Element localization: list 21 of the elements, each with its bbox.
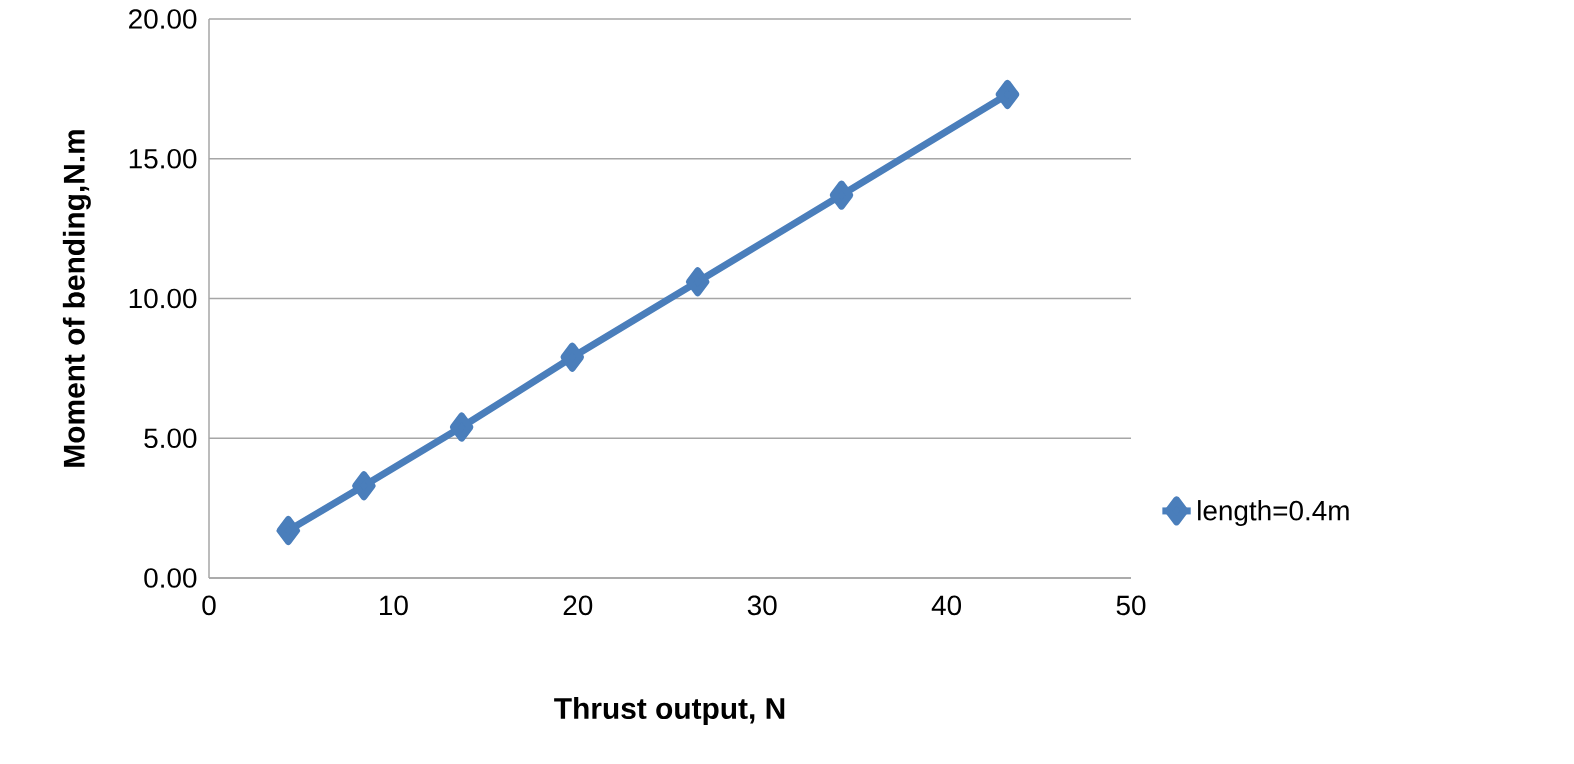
y-tick-label: 0.00 bbox=[144, 568, 197, 588]
legend-label: length=0.4m bbox=[1198, 500, 1349, 527]
point bbox=[352, 471, 376, 501]
point bbox=[276, 515, 301, 545]
x-tick-label: 20 bbox=[563, 595, 593, 616]
x-tick-label: 10 bbox=[380, 595, 408, 616]
y-axis-title: Moment of bending,N.m bbox=[62, 130, 91, 467]
x-tick-label: 50 bbox=[1116, 595, 1146, 616]
y-tick-label: 5.00 bbox=[144, 428, 197, 449]
x-axis-title: Thrust output, N bbox=[554, 697, 785, 725]
point bbox=[829, 180, 854, 210]
point bbox=[449, 412, 474, 442]
point bbox=[995, 79, 1020, 109]
y-tick-label: 20.00 bbox=[129, 9, 197, 29]
x-tick-label: 30 bbox=[747, 595, 777, 616]
x-tick-label: 0 bbox=[202, 595, 216, 616]
y-tick-label: 15.00 bbox=[129, 148, 197, 169]
point bbox=[685, 267, 710, 297]
point bbox=[560, 342, 585, 372]
x-tick-label: 40 bbox=[931, 595, 962, 616]
y-tick-label: 10.00 bbox=[129, 288, 197, 309]
